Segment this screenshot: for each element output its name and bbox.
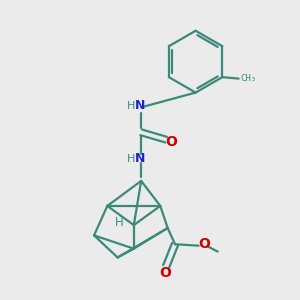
Text: N: N [134, 152, 145, 165]
Text: O: O [159, 266, 171, 280]
Text: H: H [115, 216, 124, 229]
Text: O: O [166, 135, 177, 149]
Text: H: H [127, 154, 135, 164]
Text: N: N [134, 99, 145, 112]
Text: H: H [127, 101, 135, 111]
Text: CH₃: CH₃ [240, 74, 256, 83]
Text: O: O [198, 237, 210, 251]
